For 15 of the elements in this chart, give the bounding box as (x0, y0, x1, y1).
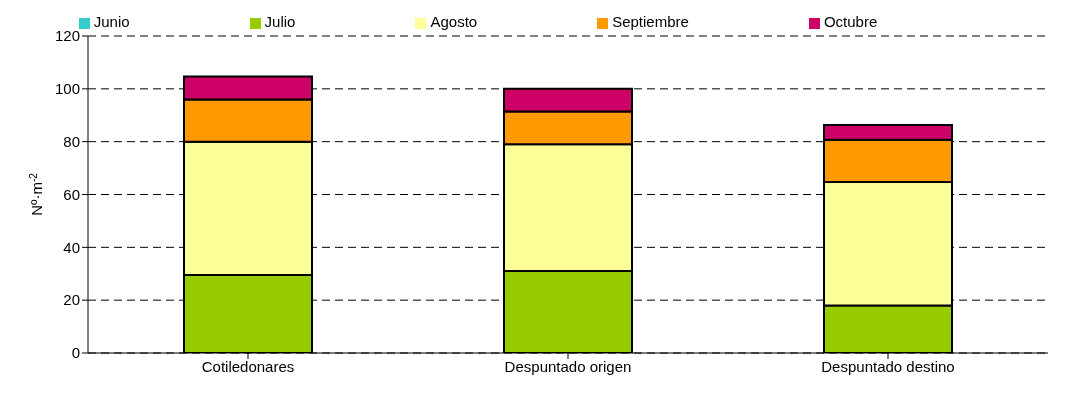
legend-label: Octubre (823, 13, 878, 30)
x-tick-label: Despuntado destino (821, 357, 955, 375)
x-tick-label: Despuntado origen (504, 357, 632, 375)
legend-label: Junio (93, 13, 130, 30)
y-tick-label: 40 (63, 238, 80, 256)
legend-label: Septiembre (612, 13, 689, 30)
y-tick-label: 60 (63, 185, 80, 203)
x-tick-label: Cotiledonares (201, 357, 295, 375)
y-tick-label: 120 (54, 27, 80, 45)
y-tick-label: 0 (71, 344, 80, 362)
y-tick-label: 100 (54, 80, 80, 98)
legend-label: Julio (264, 13, 296, 30)
y-tick-label: 20 (63, 291, 80, 309)
legend-label: Agosto (430, 13, 478, 30)
y-tick-label: 80 (63, 132, 80, 150)
